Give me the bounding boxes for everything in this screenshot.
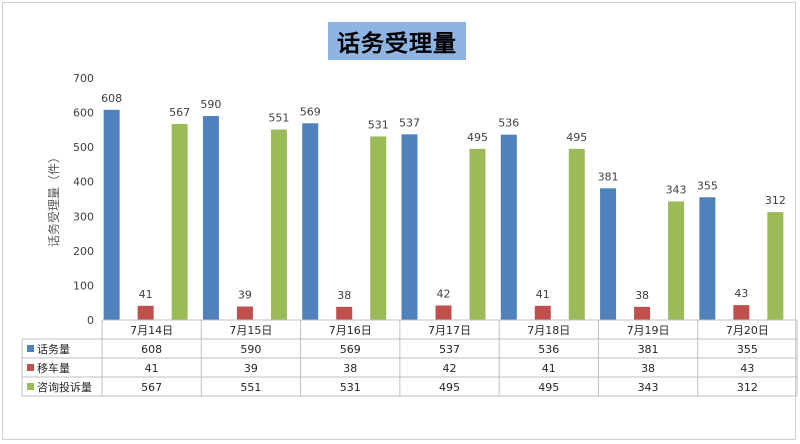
chart-title-box: 话务受理量 [328,22,466,60]
bar [401,134,418,320]
bar [600,188,617,320]
bar [336,306,353,320]
x-tick-label: 7月19日 [627,324,670,337]
table-cell: 38 [343,362,357,375]
table-cell: 495 [439,381,460,394]
bar [534,305,551,320]
data-label: 536 [498,117,519,130]
legend-entry: 话务量 [37,343,70,356]
data-label: 551 [268,112,289,125]
table-cell: 590 [240,343,261,356]
y-tick-label: 100 [73,279,94,292]
x-tick-label: 7月20日 [726,324,769,337]
data-label: 39 [238,289,252,302]
y-tick-label: 700 [73,72,94,85]
bar [634,306,651,320]
table-cell: 495 [538,381,559,394]
data-label: 608 [101,92,122,105]
table-cell: 39 [244,362,258,375]
bar [236,306,253,320]
data-label: 41 [536,288,550,301]
table-cell: 42 [443,362,457,375]
x-tick-label: 7月15日 [229,324,272,337]
table-cell: 41 [145,362,159,375]
table-cell: 43 [740,362,754,375]
table-cell: 41 [542,362,556,375]
table-cell: 343 [638,381,659,394]
data-label: 569 [300,105,321,118]
x-tick-label: 7月17日 [428,324,471,337]
data-label: 42 [437,287,451,300]
table-cell: 608 [141,343,162,356]
data-label: 43 [734,287,748,300]
table-cell: 38 [641,362,655,375]
bar [767,212,784,320]
table-cell: 381 [638,343,659,356]
table-cell: 355 [737,343,758,356]
data-label: 312 [765,194,786,207]
y-tick-label: 600 [73,107,94,120]
legend-swatch [27,345,34,352]
bar [500,134,517,320]
legend-swatch [27,383,34,390]
bar [302,123,319,320]
chart-frame [2,2,796,440]
bar [171,123,188,320]
data-label: 495 [467,131,488,144]
data-label: 38 [337,289,351,302]
bar [568,148,585,320]
table-cell: 537 [439,343,460,356]
bar [435,305,452,320]
table-cell: 551 [240,381,261,394]
y-tick-label: 400 [73,176,94,189]
bar [469,148,486,320]
legend-entry: 咨询投诉量 [37,380,92,394]
data-label: 495 [566,131,587,144]
y-axis-label: 话务受理量（件） [46,151,61,247]
data-label: 590 [200,98,221,111]
table-cell: 312 [737,381,758,394]
bar [668,201,685,320]
data-label: 381 [598,170,619,183]
y-tick-label: 300 [73,210,94,223]
table-cell: 569 [340,343,361,356]
table-cell: 531 [340,381,361,394]
chart-title: 话务受理量 [337,31,457,57]
bar [270,129,287,320]
data-label: 531 [368,118,389,131]
bar [137,305,154,320]
bar [699,197,716,320]
data-label: 38 [635,289,649,302]
bar [733,305,750,320]
x-tick-label: 7月14日 [130,324,173,337]
y-tick-label: 200 [73,245,94,258]
data-label: 355 [697,179,718,192]
data-label: 41 [139,288,153,301]
x-tick-label: 7月18日 [527,324,570,337]
data-label: 537 [399,116,420,129]
legend-swatch [27,364,34,371]
x-tick-label: 7月16日 [329,324,372,337]
y-tick-label: 0 [87,314,94,327]
table-cell: 536 [538,343,559,356]
bar [370,136,387,320]
legend-entry: 移车量 [37,361,70,375]
bar [103,109,120,320]
y-tick-label: 500 [73,141,94,154]
table-cell: 567 [141,381,162,394]
data-label: 343 [666,183,687,196]
data-label: 567 [169,106,190,119]
bar [202,116,219,321]
